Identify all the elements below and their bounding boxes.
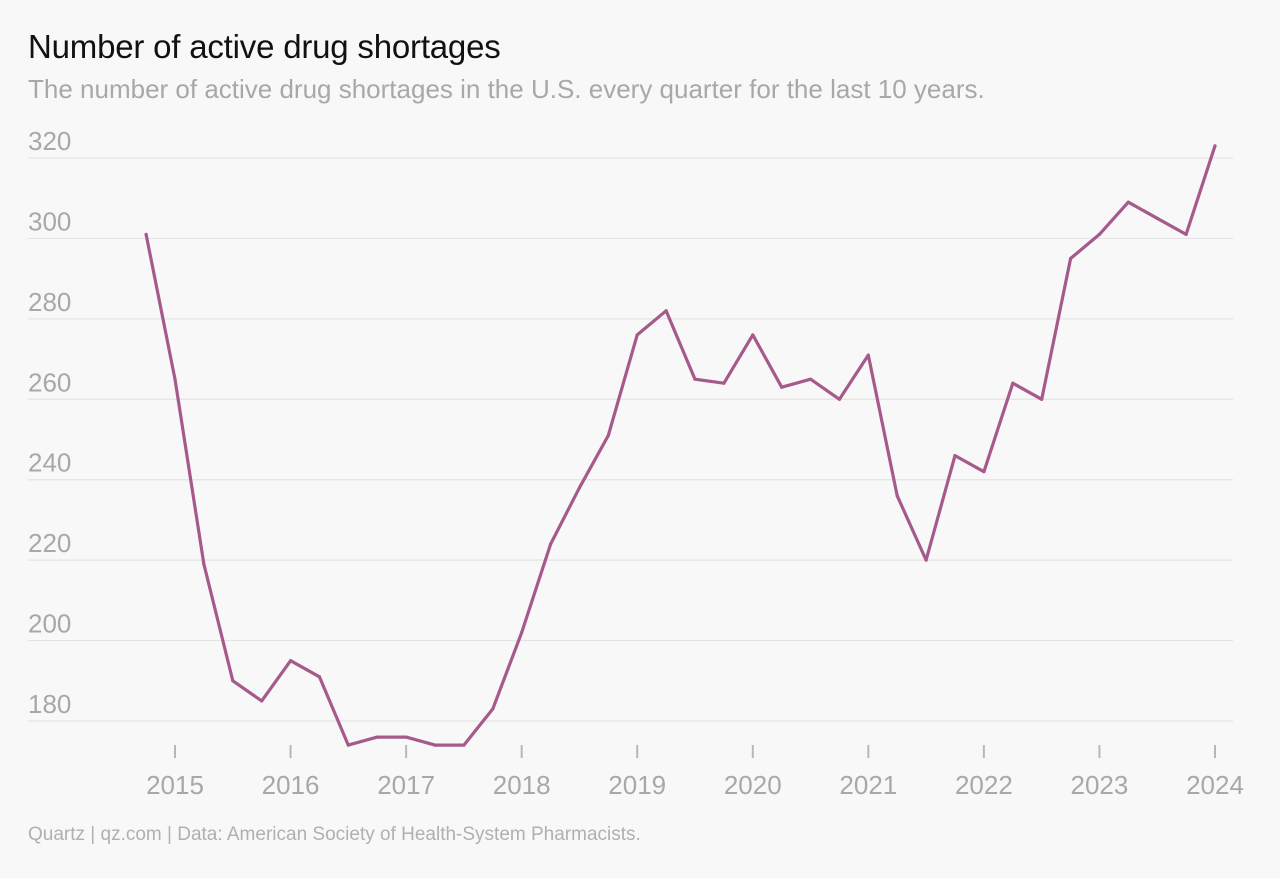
data-point-23	[808, 377, 813, 381]
y-tick-label-180: 180	[28, 689, 71, 719]
data-point-1	[173, 377, 177, 381]
data-point-28	[953, 453, 957, 458]
series-points-0	[144, 144, 1217, 747]
data-point-5	[288, 659, 293, 663]
series-line-0	[144, 144, 1217, 747]
data-point-33	[1097, 232, 1102, 237]
data-point-15	[577, 486, 582, 490]
y-tick-label-220: 220	[28, 528, 71, 558]
data-point-18	[664, 309, 668, 313]
data-point-11	[462, 743, 466, 747]
data-point-27	[924, 558, 928, 562]
data-point-35	[1155, 216, 1159, 220]
data-point-14	[548, 542, 553, 546]
x-tick-label-2015: 2015	[146, 770, 204, 800]
series-layer	[144, 144, 1217, 747]
data-point-26	[895, 494, 899, 498]
x-tick-label-2020: 2020	[724, 770, 782, 800]
data-point-36	[1184, 232, 1188, 237]
y-tick-label-320: 320	[28, 126, 71, 156]
y-tick-label-260: 260	[28, 367, 71, 397]
y-axis: 180 200 220 240 260 280 300 320	[28, 126, 71, 719]
x-tick-label-2024: 2024	[1186, 770, 1244, 800]
data-point-16	[606, 433, 610, 438]
data-point-13	[520, 630, 524, 635]
data-point-7	[346, 743, 350, 747]
x-tick-label-2022: 2022	[955, 770, 1013, 800]
data-point-25	[866, 353, 870, 357]
source-note: Quartz | qz.com | Data: American Society…	[28, 824, 641, 845]
data-point-12	[491, 707, 495, 711]
data-point-0	[144, 232, 148, 237]
data-point-2	[202, 562, 206, 566]
data-point-6	[317, 675, 322, 679]
data-point-3	[231, 679, 235, 683]
data-point-10	[433, 743, 437, 747]
y-tick-label-280: 280	[28, 287, 71, 317]
y-tick-label-240: 240	[28, 448, 71, 478]
x-tick-label-2019: 2019	[608, 770, 666, 800]
x-tick-label-2018: 2018	[493, 770, 551, 800]
data-point-8	[375, 735, 379, 739]
data-point-34	[1126, 200, 1130, 204]
x-tick-label-2016: 2016	[262, 770, 320, 800]
x-tick-label-2017: 2017	[377, 770, 435, 800]
data-point-30	[1011, 381, 1015, 385]
data-point-32	[1068, 256, 1073, 261]
data-point-9	[404, 735, 408, 739]
data-point-20	[722, 381, 726, 385]
data-point-19	[693, 377, 697, 381]
data-point-29	[982, 470, 986, 474]
data-point-21	[751, 333, 755, 337]
data-point-4	[260, 699, 264, 703]
x-tick-label-2023: 2023	[1071, 770, 1129, 800]
x-axis: 2015 2016 2017 2018 2019 2020 2021 2022 2023 2024	[146, 745, 1244, 800]
chart-subtitle: The number of active drug shortages in t…	[28, 74, 985, 104]
data-point-22	[780, 385, 784, 389]
grid-lines	[28, 157, 1233, 722]
data-point-24	[837, 397, 842, 401]
chart-title: Number of active drug shortages	[28, 28, 501, 65]
data-point-31	[1040, 397, 1044, 401]
data-point-37	[1213, 144, 1217, 148]
x-tick-label-2021: 2021	[839, 770, 897, 800]
y-tick-label-200: 200	[28, 609, 71, 639]
data-point-17	[635, 333, 639, 337]
y-tick-label-300: 300	[28, 206, 71, 236]
